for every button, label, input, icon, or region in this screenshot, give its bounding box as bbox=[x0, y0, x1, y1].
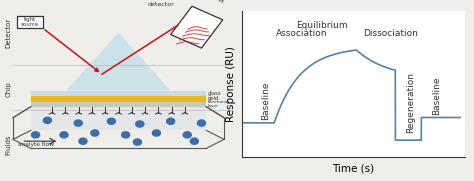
Text: Equilibrium: Equilibrium bbox=[296, 21, 347, 30]
Text: Chip: Chip bbox=[5, 81, 11, 96]
Circle shape bbox=[197, 120, 206, 126]
Circle shape bbox=[183, 132, 191, 138]
Circle shape bbox=[166, 118, 174, 124]
Circle shape bbox=[79, 138, 87, 144]
Text: Baseline: Baseline bbox=[261, 82, 270, 120]
Text: analyte flow: analyte flow bbox=[18, 142, 54, 147]
Text: detector: detector bbox=[148, 2, 174, 7]
Bar bbox=[171, 6, 223, 48]
Circle shape bbox=[60, 132, 68, 138]
Text: gold: gold bbox=[208, 96, 219, 101]
Text: glass: glass bbox=[208, 90, 221, 96]
Text: Association: Association bbox=[276, 29, 328, 38]
Text: Regeneration: Regeneration bbox=[406, 72, 415, 133]
Text: Baseline: Baseline bbox=[432, 76, 441, 115]
Circle shape bbox=[121, 132, 130, 138]
Bar bbox=[31, 96, 206, 102]
Text: Dissociation: Dissociation bbox=[363, 29, 418, 38]
Circle shape bbox=[190, 138, 198, 144]
Circle shape bbox=[134, 139, 141, 145]
Text: Fluids: Fluids bbox=[5, 134, 11, 155]
Bar bbox=[31, 102, 206, 107]
Circle shape bbox=[136, 121, 144, 127]
Circle shape bbox=[107, 118, 116, 124]
Circle shape bbox=[153, 130, 160, 136]
Bar bbox=[31, 90, 206, 96]
Polygon shape bbox=[66, 33, 171, 90]
Circle shape bbox=[31, 132, 40, 138]
Bar bbox=[31, 107, 206, 130]
FancyBboxPatch shape bbox=[17, 16, 43, 28]
Text: light
source: light source bbox=[20, 17, 39, 28]
Circle shape bbox=[74, 120, 82, 126]
Y-axis label: Response (RU): Response (RU) bbox=[226, 46, 236, 122]
Circle shape bbox=[44, 117, 52, 123]
Text: angle shift: angle shift bbox=[197, 0, 225, 5]
X-axis label: Time (s): Time (s) bbox=[332, 163, 374, 173]
Text: functional
layer: functional layer bbox=[208, 100, 229, 108]
Circle shape bbox=[91, 130, 99, 136]
Text: Detector: Detector bbox=[5, 17, 11, 48]
